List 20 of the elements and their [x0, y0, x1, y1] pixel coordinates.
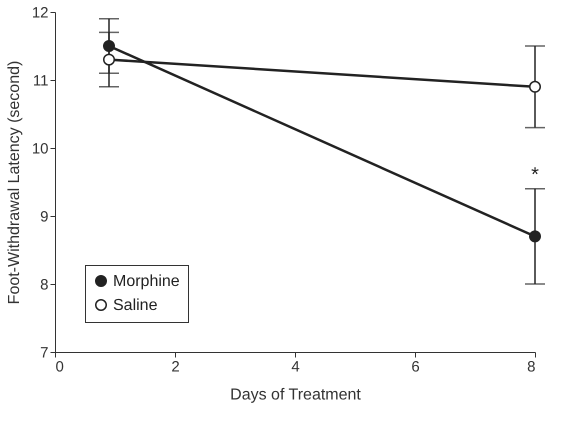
point: [529, 230, 541, 242]
legend-label: Saline: [113, 297, 158, 314]
x-tick-label: 8: [527, 358, 536, 376]
y-tick-label: 9: [40, 208, 48, 226]
y-tick-label: 12: [32, 4, 48, 22]
y-axis-title: Foot-Withdrawal Latency (second): [6, 60, 23, 304]
point: [529, 80, 541, 93]
point: [103, 40, 115, 52]
x-axis-title: Days of Treatment: [230, 386, 362, 404]
y-tick-label: 8: [40, 276, 48, 294]
x-tick-label: 2: [171, 358, 180, 376]
x-tick-label: 0: [56, 358, 64, 376]
x-tick-label: 4: [291, 358, 300, 376]
y-tick-label: 10: [32, 140, 48, 158]
legend-label: Morphine: [113, 273, 180, 290]
point: [103, 54, 115, 66]
y-tick-label: 11: [32, 72, 48, 90]
annotation: *: [531, 164, 540, 186]
y-tick-label: 7: [40, 344, 48, 362]
x-tick-label: 6: [411, 358, 420, 376]
